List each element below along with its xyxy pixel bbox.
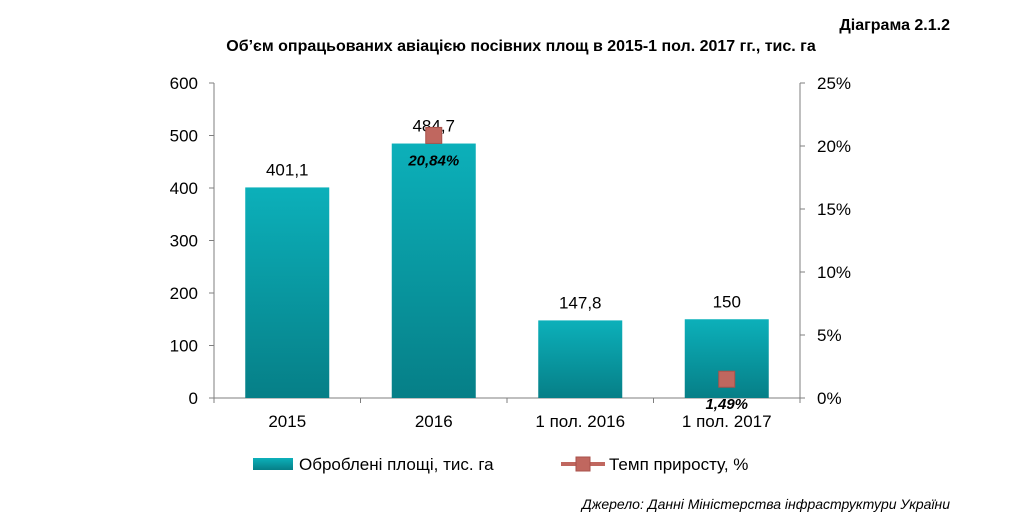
y-left-tick-label: 200 [170,284,198,303]
y-right-tick-label: 10% [817,263,851,282]
bar [538,320,623,398]
x-tick-label: 1 пол. 2017 [682,412,772,431]
bar-value-label: 401,1 [266,160,309,179]
y-right-tick-label: 25% [817,74,851,93]
y-left-tick-label: 0 [189,389,198,408]
y-left-tick-label: 100 [170,337,198,356]
y-right-tick-label: 0% [817,389,842,408]
x-tick-label: 2016 [415,412,453,431]
bar-value-label: 484,7 [412,117,455,136]
y-right-tick-label: 20% [817,137,851,156]
x-tick-label: 1 пол. 2016 [535,412,625,431]
growth-marker [425,126,443,144]
legend-label-growth: Темп приросту, % [609,455,748,474]
y-right-tick-label: 15% [817,200,851,219]
x-tick-label: 2015 [268,412,306,431]
growth-value-label: 1,49% [705,396,748,413]
y-left-tick-label: 300 [170,232,198,251]
legend-swatch-bars [253,458,293,470]
growth-value-label: 20,84% [407,152,459,169]
growth-marker [718,370,736,388]
legend-label-bars: Оброблені площі, тис. га [299,455,494,474]
bar-value-label: 147,8 [559,293,602,312]
y-left-tick-label: 500 [170,127,198,146]
diagram-number: Діаграма 2.1.2 [839,17,950,34]
y-left-tick-label: 400 [170,179,198,198]
bar [245,187,330,398]
bar [391,143,476,398]
bar-value-label: 150 [713,292,741,311]
source-note: Джерело: Данні Міністерства інфраструкту… [581,496,950,512]
chart-title: Об’єм опрацьованих авіацією посівних пло… [226,38,816,55]
y-left-tick-label: 600 [170,74,198,93]
legend-marker-growth [575,456,591,472]
y-right-tick-label: 5% [817,326,842,345]
